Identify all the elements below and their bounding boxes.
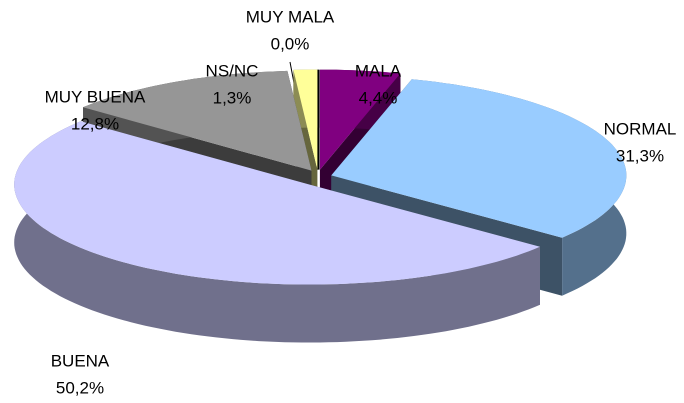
slice-value-label: 50,2% [56, 378, 104, 397]
slice-value-label: 4,4% [359, 88, 398, 107]
slice-label: MALA [355, 61, 402, 80]
slice [319, 69, 401, 170]
slice-value-label: 12,8% [71, 114, 119, 133]
slice-label: NS/NC [206, 61, 259, 80]
slice-value-label: 31,3% [616, 146, 664, 165]
slice-value-label: 0,0% [271, 34, 310, 53]
slice-label: BUENA [51, 351, 110, 370]
slice-side [14, 121, 540, 343]
slice [14, 121, 540, 285]
slice [83, 70, 312, 171]
slice-label: NORMAL [604, 119, 677, 138]
slice-label: MUY BUENA [45, 87, 146, 106]
slice [331, 79, 627, 238]
slice-label: MUY MALA [246, 7, 335, 26]
slice [293, 69, 318, 170]
slice-value-label: 1,3% [213, 88, 252, 107]
